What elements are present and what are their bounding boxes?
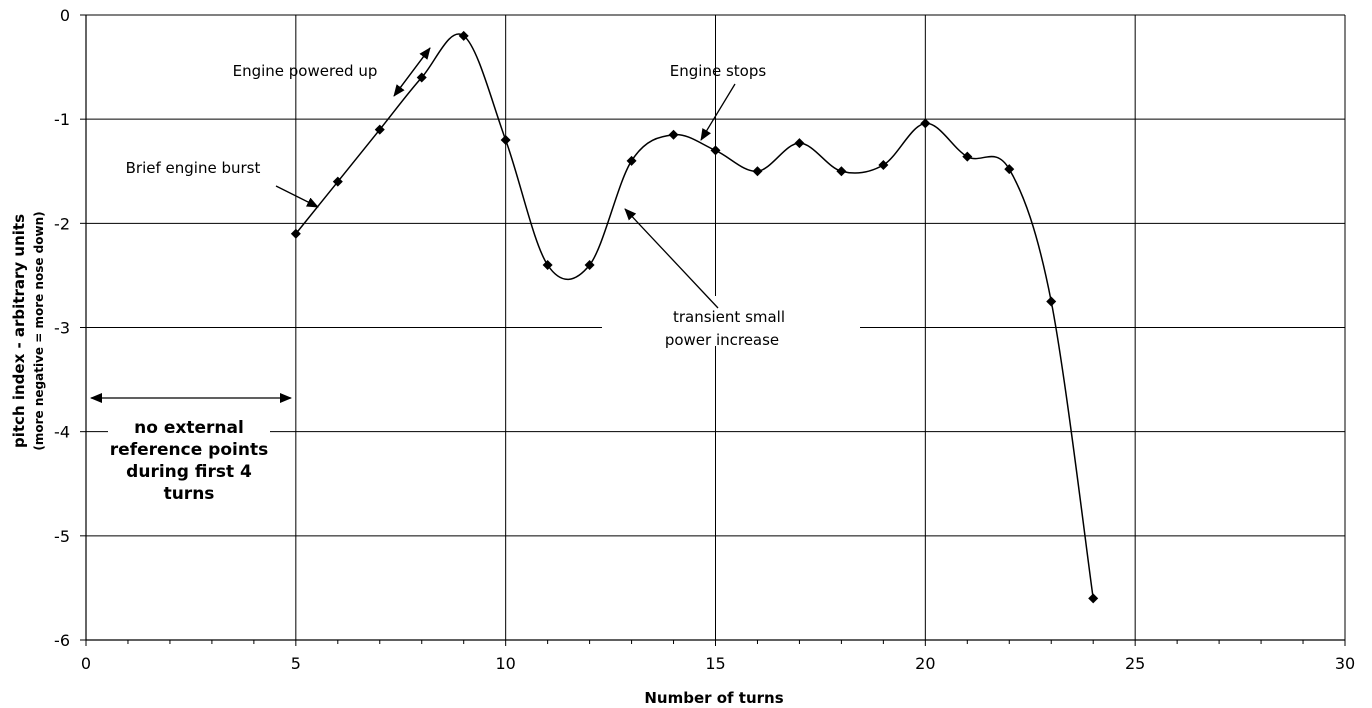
tick-labels: 0 -1 -2 -3 -4 -5 -6 0 5 10 15 20 25 30 <box>54 6 1355 673</box>
annotation-no-ref-line2: reference points <box>110 440 268 460</box>
data-point <box>752 166 763 177</box>
data-point <box>836 166 847 177</box>
x-tick-label: 30 <box>1335 654 1355 673</box>
y-tick-label: -1 <box>54 110 70 129</box>
arrow-powered-up-back <box>393 47 431 97</box>
annotation-no-ref-line3: during first 4 <box>126 462 252 482</box>
x-tick-label: 10 <box>495 654 515 673</box>
data-point <box>290 228 301 239</box>
data-point <box>1088 593 1099 604</box>
axes <box>80 14 1346 646</box>
annotation-transient-line2: power increase <box>665 331 779 349</box>
data-point <box>542 260 553 270</box>
data-point <box>332 176 343 187</box>
y-tick-label: -6 <box>54 631 70 650</box>
x-axis-title: Number of turns <box>644 689 783 707</box>
data-point <box>668 129 679 140</box>
arrow-brief-engine-burst <box>275 185 319 208</box>
x-tick-label: 20 <box>915 654 935 673</box>
annotation-engine-powered-up: Engine powered up <box>233 62 378 80</box>
annotation-no-ref-line1: no external <box>134 418 244 438</box>
y-axis-title: pitch index - arbitrary units <box>10 214 28 448</box>
data-point <box>458 30 469 41</box>
data-point <box>878 160 889 170</box>
data-point <box>500 135 511 145</box>
data-point <box>710 145 721 156</box>
annotation-engine-stops: Engine stops <box>670 62 767 80</box>
data-point <box>416 72 427 83</box>
transient-label-box <box>602 296 860 346</box>
data-point <box>794 138 805 149</box>
data-point <box>1004 164 1015 175</box>
grid-lines <box>86 14 1346 640</box>
annotation-transient-line1: transient small <box>673 308 785 326</box>
x-tick-label: 5 <box>291 654 301 673</box>
x-tick-label: 0 <box>81 654 91 673</box>
data-point <box>962 151 973 162</box>
y-tick-label: 0 <box>60 6 70 25</box>
data-point <box>920 118 931 129</box>
data-point <box>626 155 637 166</box>
data-point <box>374 124 385 135</box>
data-point <box>584 260 595 270</box>
y-tick-label: -5 <box>54 527 70 546</box>
arrow-transient-increase <box>624 208 719 309</box>
data-point <box>1046 296 1057 307</box>
annotation-no-ref-line4: turns <box>164 484 215 504</box>
y-tick-label: -2 <box>54 214 70 233</box>
no-ref-label-box <box>108 414 270 510</box>
y-tick-label: -4 <box>54 423 70 442</box>
x-tick-label: 15 <box>705 654 725 673</box>
data-points <box>290 30 1099 604</box>
series-path <box>295 33 1094 599</box>
y-axis-subtitle: (more negative = more nose down) <box>32 211 46 450</box>
arrow-engine-stops <box>700 83 736 141</box>
x-tick-label: 25 <box>1125 654 1145 673</box>
annotation-brief-engine-burst: Brief engine burst <box>126 159 261 177</box>
y-tick-label: -3 <box>54 319 70 338</box>
series-line <box>295 33 1094 599</box>
